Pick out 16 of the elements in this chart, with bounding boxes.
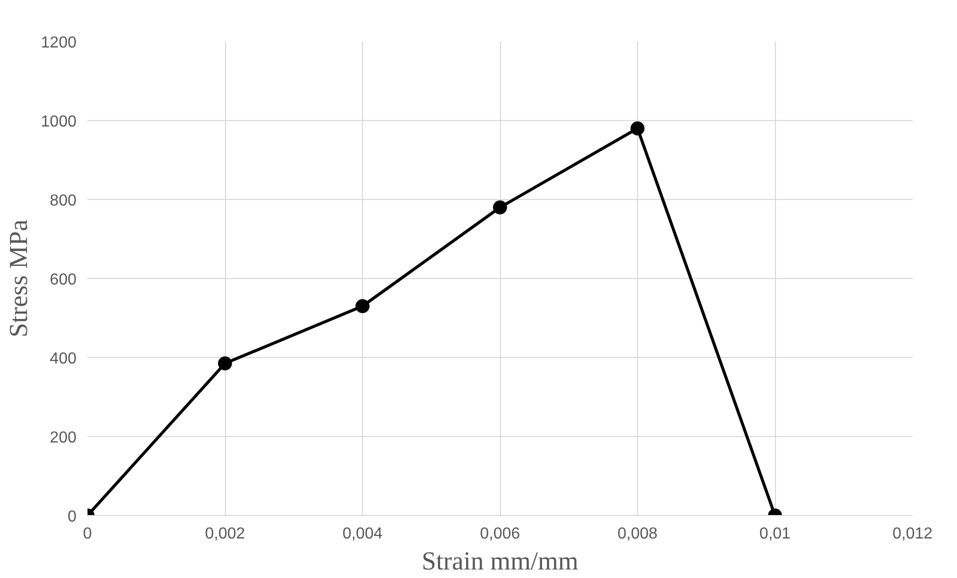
y-tick-label: 400 — [50, 350, 77, 368]
x-tick-label: 0,006 — [480, 526, 520, 542]
x-tick-label: 0,002 — [204, 526, 246, 542]
y-tick-label: 1200 — [40, 34, 77, 52]
x-axis-title: Strain mm/mm — [422, 546, 578, 576]
y-tick-label: 800 — [50, 192, 77, 210]
y-axis-title: Stress MPa — [4, 219, 33, 338]
x-tick-label: 0,008 — [617, 526, 658, 542]
x-tick-label: 0 — [83, 526, 92, 542]
x-tick-label: 0,004 — [342, 526, 383, 542]
x-tick-label: 0,012 — [892, 526, 933, 542]
y-tick-label: 1000 — [40, 114, 77, 130]
x-tick-label: 0,01 — [759, 526, 791, 542]
y-tick-label: 600 — [50, 272, 77, 288]
y-tick-label: 0 — [68, 508, 77, 526]
y-tick-label: 200 — [50, 430, 77, 446]
